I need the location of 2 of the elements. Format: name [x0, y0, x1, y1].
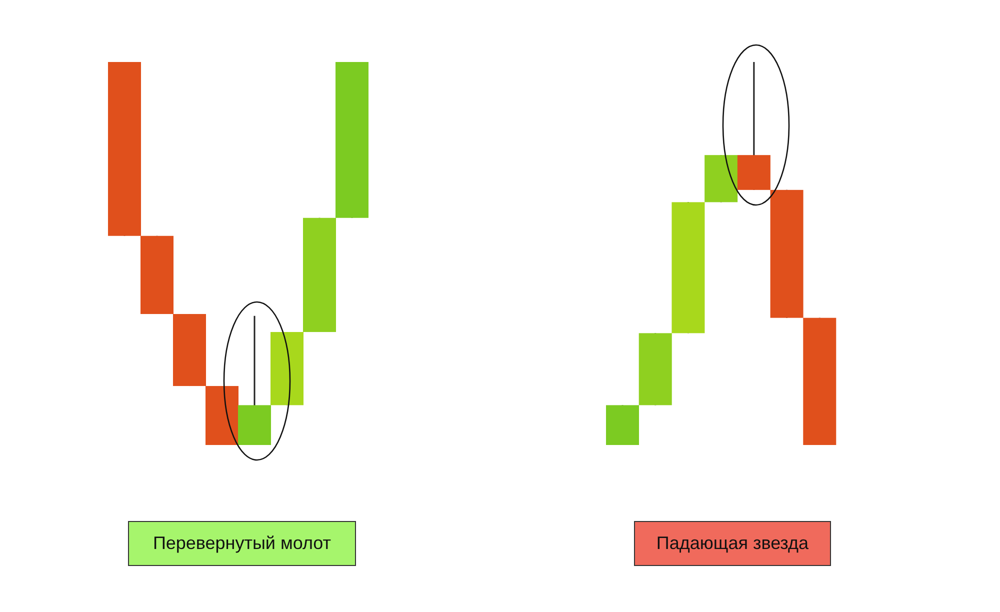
text: Перевернутый молот: [152, 533, 332, 554]
text: Падающая звезда: [656, 533, 809, 554]
